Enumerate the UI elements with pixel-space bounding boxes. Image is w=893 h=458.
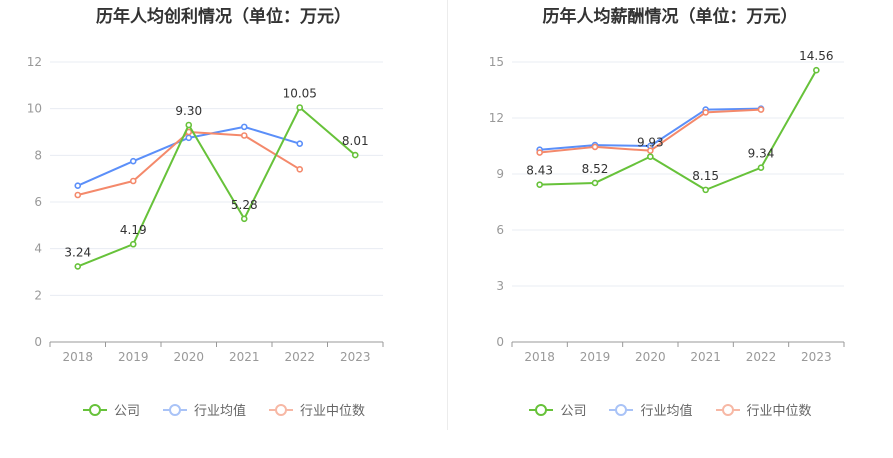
x-tick-label: 2022 [746, 350, 777, 364]
legend-item-industry-median[interactable]: 行业中位数 [715, 400, 812, 419]
legend-label: 行业均值 [640, 404, 693, 419]
x-tick-label: 2020 [635, 350, 666, 364]
data-label: 10.05 [283, 87, 317, 101]
y-tick-label: 6 [496, 223, 504, 237]
legend-item-company[interactable]: 公司 [528, 400, 586, 419]
series-line-2 [77, 131, 301, 196]
salary-chart: 0 3 6 9 12 15 2018 2019 2020 2021 2022 2023 8.43 8.52… [489, 49, 845, 364]
legend-label: 行业均值 [193, 404, 246, 419]
data-point [536, 181, 543, 188]
legend-item-industry-avg[interactable]: 行业均值 [608, 400, 693, 419]
chart-legend: 公司 行业均值 行业中位数 [447, 400, 893, 419]
x-tick-label: 2019 [118, 350, 149, 364]
data-label: 8.52 [582, 162, 609, 176]
legend-avg-icon [162, 403, 187, 416]
y-tick-label: 0 [496, 335, 504, 349]
data-point [591, 143, 599, 151]
legend-label: 公司 [560, 404, 587, 419]
data-point [351, 151, 359, 159]
data-point [591, 179, 599, 187]
data-point [129, 177, 137, 185]
profit-chart-panel: 历年人均创利情况（单位：万元） 0 2 4 6 8 10 12 2018 2019 2020 202… [0, 7, 447, 419]
data-label: 9.34 [748, 147, 775, 161]
x-tick-label: 2021 [690, 350, 721, 364]
data-point [702, 109, 709, 116]
data-point [296, 166, 304, 173]
x-tick-label: 2018 [62, 350, 93, 364]
data-point [296, 104, 304, 111]
series-line-0 [77, 106, 356, 268]
chart-title: 历年人均创利情况（单位：万元） [96, 7, 351, 27]
data-point [240, 215, 248, 223]
y-tick-label: 6 [34, 195, 42, 209]
y-tick-label: 0 [34, 335, 42, 349]
y-tick-label: 15 [489, 55, 504, 69]
y-tick-label: 8 [34, 148, 42, 162]
chart-legend: 公司 行业均值 行业中位数 [0, 400, 447, 419]
legend-label: 公司 [113, 404, 140, 419]
data-point [129, 157, 137, 165]
y-tick-label: 2 [34, 288, 42, 302]
data-point [185, 134, 193, 142]
x-tick-label: 2023 [340, 350, 371, 364]
x-tick-label: 2020 [173, 350, 204, 364]
x-tick-label: 2019 [580, 350, 611, 364]
data-point [757, 106, 765, 113]
data-point [647, 153, 654, 160]
legend-item-industry-median[interactable]: 行业中位数 [268, 400, 365, 419]
y-tick-label: 12 [27, 55, 42, 69]
data-point [240, 132, 248, 139]
legend-company-icon [529, 403, 554, 416]
data-label: 8.43 [526, 164, 553, 178]
data-point [536, 149, 543, 156]
data-label: 4.19 [120, 223, 147, 237]
profit-chart: 0 2 4 6 8 10 12 2018 2019 2020 2021 2022 2023 3.24 4.1… [27, 55, 384, 364]
data-point [74, 182, 82, 189]
data-point [757, 164, 765, 171]
x-tick-label: 2022 [284, 350, 315, 364]
salary-chart-panel: 历年人均薪酬情况（单位：万元） 0 3 6 9 12 15 2018 2019 2020 2021… [447, 0, 893, 458]
data-label: 14.56 [799, 49, 833, 63]
legend-median-icon [269, 403, 293, 416]
legend-label: 行业中位数 [300, 404, 366, 419]
data-point [647, 147, 654, 154]
x-tick-label: 2018 [524, 350, 555, 364]
y-tick-label: 3 [496, 279, 504, 293]
data-point [74, 263, 82, 270]
chart-title: 历年人均薪酬情况（单位：万元） [542, 7, 798, 27]
data-point [240, 123, 248, 131]
legend-item-industry-avg[interactable]: 行业均值 [162, 400, 246, 419]
x-tick-label: 2021 [229, 350, 260, 364]
series-line-0 [539, 69, 818, 191]
data-point [702, 186, 709, 194]
y-tick-label: 10 [27, 102, 42, 116]
data-label: 5.28 [231, 198, 258, 212]
legend-median-icon [715, 403, 740, 416]
data-point [129, 240, 137, 248]
data-label: 3.24 [64, 245, 91, 259]
y-tick-label: 12 [489, 111, 504, 125]
panel-divider [447, 0, 448, 430]
legend-avg-icon [609, 403, 634, 416]
y-tick-label: 4 [34, 242, 42, 256]
data-point [185, 121, 193, 129]
data-point [813, 66, 820, 74]
data-point [296, 140, 304, 147]
data-label: 8.01 [342, 134, 369, 148]
data-label: 9.30 [175, 104, 202, 118]
legend-company-icon [82, 403, 107, 416]
legend-item-company[interactable]: 公司 [82, 400, 140, 419]
data-label: 9.93 [637, 136, 664, 150]
x-tick-label: 2023 [801, 350, 832, 364]
y-tick-label: 9 [496, 167, 504, 181]
data-label: 8.15 [692, 169, 719, 183]
legend-label: 行业中位数 [746, 404, 812, 419]
data-point [74, 191, 82, 199]
